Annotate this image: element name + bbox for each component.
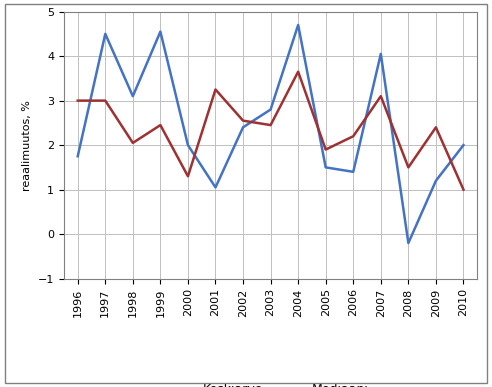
Keskiarvo xyxy=(240,125,246,130)
Mediaani xyxy=(75,98,81,103)
Mediaani xyxy=(378,94,384,98)
Mediaani xyxy=(323,147,329,152)
Keskiarvo xyxy=(185,143,191,147)
Mediaani xyxy=(433,125,439,130)
Mediaani xyxy=(461,187,466,192)
Keskiarvo xyxy=(433,178,439,183)
Keskiarvo xyxy=(350,170,356,174)
Keskiarvo xyxy=(157,29,163,34)
Mediaani xyxy=(130,140,136,145)
Mediaani xyxy=(102,98,108,103)
Legend: Keskiarvo, Mediaani: Keskiarvo, Mediaani xyxy=(168,378,373,387)
Keskiarvo xyxy=(130,94,136,98)
Mediaani xyxy=(157,123,163,127)
Keskiarvo xyxy=(405,241,411,245)
Keskiarvo xyxy=(268,107,274,112)
Mediaani xyxy=(350,134,356,139)
Keskiarvo xyxy=(461,143,466,147)
Keskiarvo xyxy=(378,51,384,56)
Mediaani xyxy=(405,165,411,170)
Mediaani xyxy=(185,174,191,179)
Keskiarvo xyxy=(102,32,108,36)
Keskiarvo xyxy=(295,22,301,27)
Line: Mediaani: Mediaani xyxy=(78,72,463,190)
Keskiarvo xyxy=(213,185,218,190)
Keskiarvo xyxy=(75,154,81,159)
Mediaani xyxy=(213,87,218,92)
Mediaani xyxy=(240,118,246,123)
Mediaani xyxy=(268,123,274,127)
Y-axis label: reaalimuutos, %: reaalimuutos, % xyxy=(22,100,32,190)
Line: Keskiarvo: Keskiarvo xyxy=(78,25,463,243)
Mediaani xyxy=(295,69,301,74)
Keskiarvo xyxy=(323,165,329,170)
